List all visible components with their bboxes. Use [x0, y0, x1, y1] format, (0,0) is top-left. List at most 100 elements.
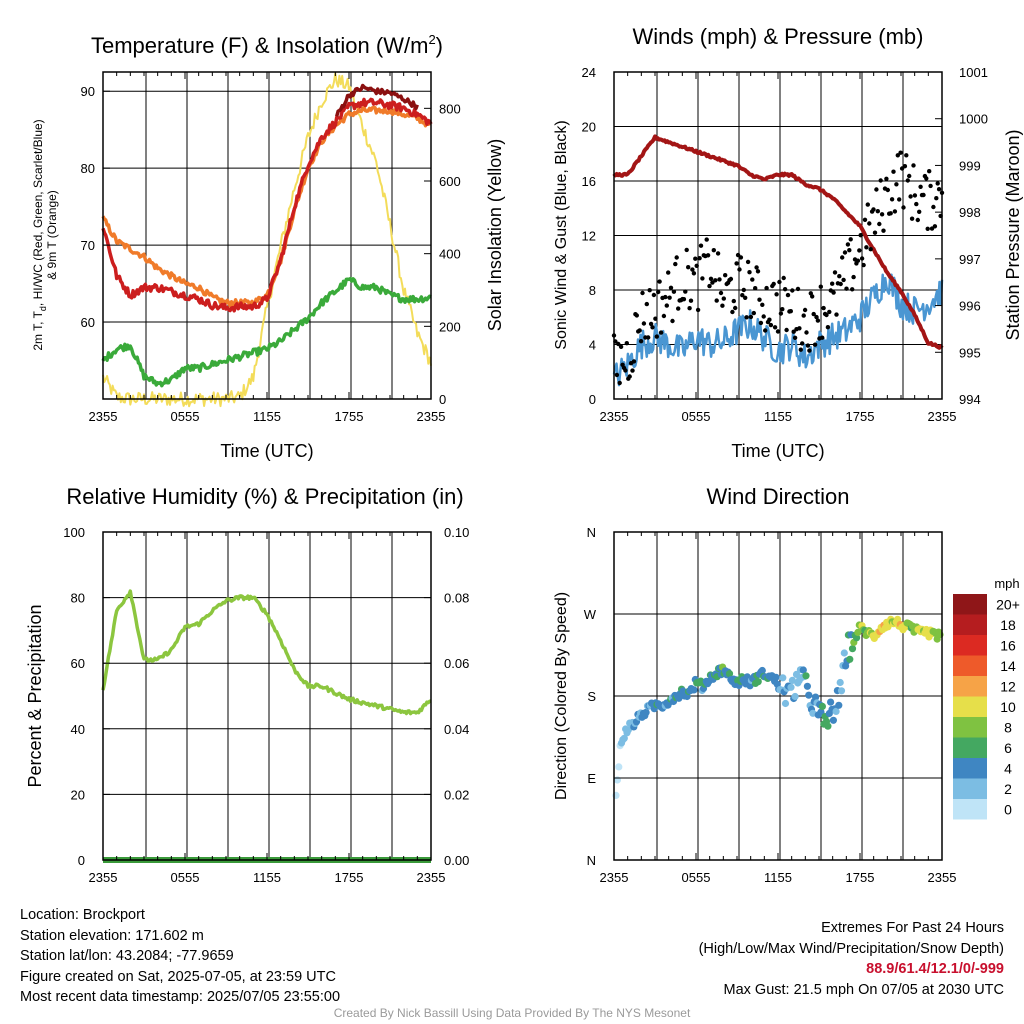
temp-xtick-label-1: 0555 [171, 409, 200, 424]
gust-point-134 [802, 307, 808, 313]
direction-point-173 [848, 645, 857, 653]
gust-point-143 [815, 318, 821, 323]
created-text: Figure created on Sat, 2025-07-05, at 23… [20, 968, 336, 985]
gust-point-82 [728, 276, 734, 282]
gust-point-201 [898, 150, 903, 155]
wind-title: Winds (mph) & Pressure (mb) [633, 24, 924, 49]
legend-label-7: 14 [1000, 658, 1016, 674]
gust-point-167 [850, 287, 855, 292]
wind-xtick-label-1: 0555 [682, 409, 711, 424]
gust-point-116 [777, 279, 782, 285]
direction-point-122 [779, 674, 787, 682]
gust-point-113 [772, 325, 778, 330]
gust-point-179 [867, 221, 872, 226]
gust-point-100 [754, 265, 759, 270]
wind-xtick-label-0: 2355 [600, 409, 629, 424]
gust-point-68 [708, 276, 714, 281]
gust-point-20 [640, 290, 645, 296]
dir-xtick-label-4: 2355 [928, 870, 957, 885]
gust-point-127 [792, 335, 798, 340]
gust-point-85 [733, 305, 738, 311]
gust-point-175 [861, 262, 866, 268]
gust-point-98 [751, 310, 756, 316]
temp-ylabel-right: Solar Insolation (Yellow) [485, 139, 505, 331]
dir-xtick-label-2: 1155 [764, 870, 792, 885]
gust-point-197 [892, 209, 898, 214]
dir-ytick-left-label-4: N [587, 525, 596, 540]
wind-ytick-left-label-3: 12 [582, 229, 596, 244]
gust-point-33 [658, 330, 664, 335]
gust-point-118 [780, 307, 785, 312]
gust-point-122 [785, 292, 791, 298]
rh-ylabel-left: Percent & Precipitation [25, 604, 45, 787]
direction-point-164 [836, 678, 844, 687]
legend-label-0: 0 [1004, 801, 1012, 817]
gust-point-204 [902, 164, 908, 169]
gust-point-189 [881, 228, 886, 233]
gust-point-2 [614, 372, 620, 378]
gust-point-208 [908, 194, 913, 199]
wind-xtick-label-4: 2355 [928, 409, 957, 424]
gust-point-137 [807, 348, 812, 353]
temp-xlabel: Time (UTC) [220, 441, 313, 461]
dir-title: Wind Direction [706, 484, 849, 509]
legend-swatch-2 [953, 758, 987, 779]
elevation-text: Station elevation: 171.602 m [20, 927, 204, 944]
gust-point-227 [935, 181, 940, 186]
gust-point-99 [753, 286, 758, 291]
gust-point-217 [921, 192, 926, 198]
gust-point-40 [668, 285, 674, 290]
extremes-values: 88.9/61.4/12.1/0/-999 [866, 961, 1004, 977]
extremes-legend: (High/Low/Max Wind/Precipitation/Snow De… [698, 940, 1004, 957]
rh-ytick-left-label-0: 0 [78, 853, 85, 868]
wind-ytick-right-label-7: 1001 [959, 65, 988, 80]
direction-point-57 [690, 686, 698, 694]
gust-point-41 [670, 318, 675, 324]
rh-ytick-left-label-3: 60 [71, 656, 85, 671]
direction-point-167 [840, 649, 848, 657]
gust-point-211 [912, 193, 918, 198]
gust-point-30 [654, 334, 659, 339]
gust-point-214 [917, 209, 922, 214]
gust-point-173 [858, 233, 863, 238]
temp-ytick-right-label-4: 800 [439, 101, 461, 116]
gust-point-37 [664, 303, 669, 308]
direction-point-144 [809, 709, 817, 717]
wind-xtick-label-3: 1755 [846, 409, 875, 424]
direction-point-124 [781, 699, 790, 708]
gust-point-89 [738, 255, 744, 260]
gust-point-91 [741, 287, 746, 293]
gust-point-43 [673, 261, 678, 267]
rh-ytick-left-label-1: 20 [71, 787, 85, 802]
gust-point-147 [821, 305, 826, 311]
gust-point-105 [761, 314, 766, 319]
gust-point-165 [847, 248, 852, 253]
wind-series-sonic-line [612, 273, 944, 387]
gust-point-92 [743, 295, 748, 300]
rh-ytick-right-label-4: 0.08 [444, 591, 469, 606]
humidity-panel: 0 20 40 60 80 100 0.00 0.02 0.04 0.06 0.08 0.10 2355… [25, 484, 469, 885]
gust-point-54 [688, 298, 694, 303]
gust-point-213 [915, 217, 920, 223]
temp-ytick-right-label-1: 200 [439, 319, 461, 334]
gust-point-228 [936, 187, 942, 192]
temp-xtick-label-3: 1755 [335, 409, 364, 424]
credit-text: Created By Nick Bassill Using Data Provi… [333, 1006, 691, 1020]
gust-point-109 [767, 317, 772, 322]
location-text: Location: Brockport [20, 907, 145, 923]
gust-point-107 [764, 285, 769, 291]
wind-ytick-left-label-2: 8 [589, 283, 596, 298]
gust-point-130 [797, 326, 802, 331]
rh-series-humidity-line [101, 589, 432, 716]
gust-point-224 [931, 204, 936, 210]
gust-point-191 [884, 176, 889, 181]
gust-point-120 [782, 287, 788, 292]
gust-point-90 [740, 293, 745, 298]
gust-point-25 [647, 288, 652, 293]
temp-title: Temperature (F) & Insolation (W/m2) [91, 32, 443, 58]
gust-point-96 [748, 314, 754, 320]
gust-point-210 [911, 163, 916, 168]
legend-swatch-5 [953, 696, 987, 717]
direction-point-157 [827, 698, 835, 706]
